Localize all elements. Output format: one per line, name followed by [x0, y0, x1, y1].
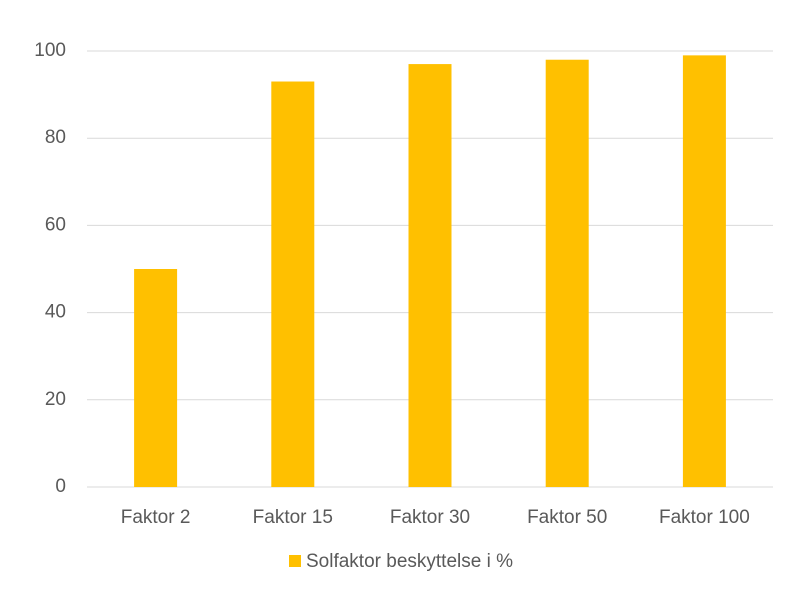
bar	[545, 59, 589, 487]
y-tick-label: 40	[45, 302, 66, 323]
y-tick-label: 60	[45, 214, 66, 235]
x-tick-label: Faktor 15	[253, 507, 333, 528]
y-tick-label: 0	[55, 476, 66, 497]
y-tick-label: 80	[45, 127, 66, 148]
bar	[682, 55, 726, 488]
x-tick-label: Faktor 100	[659, 507, 750, 528]
x-tick-label: Faktor 2	[121, 507, 191, 528]
x-tick-label: Faktor 30	[390, 507, 470, 528]
bar	[271, 81, 315, 488]
bar	[134, 269, 178, 487]
legend-swatch	[289, 555, 301, 567]
x-tick-label: Faktor 50	[527, 507, 607, 528]
bar	[408, 64, 452, 487]
y-tick-label: 20	[45, 389, 66, 410]
y-tick-label: 100	[34, 40, 66, 61]
legend-label: Solfaktor beskyttelse i %	[306, 551, 513, 572]
